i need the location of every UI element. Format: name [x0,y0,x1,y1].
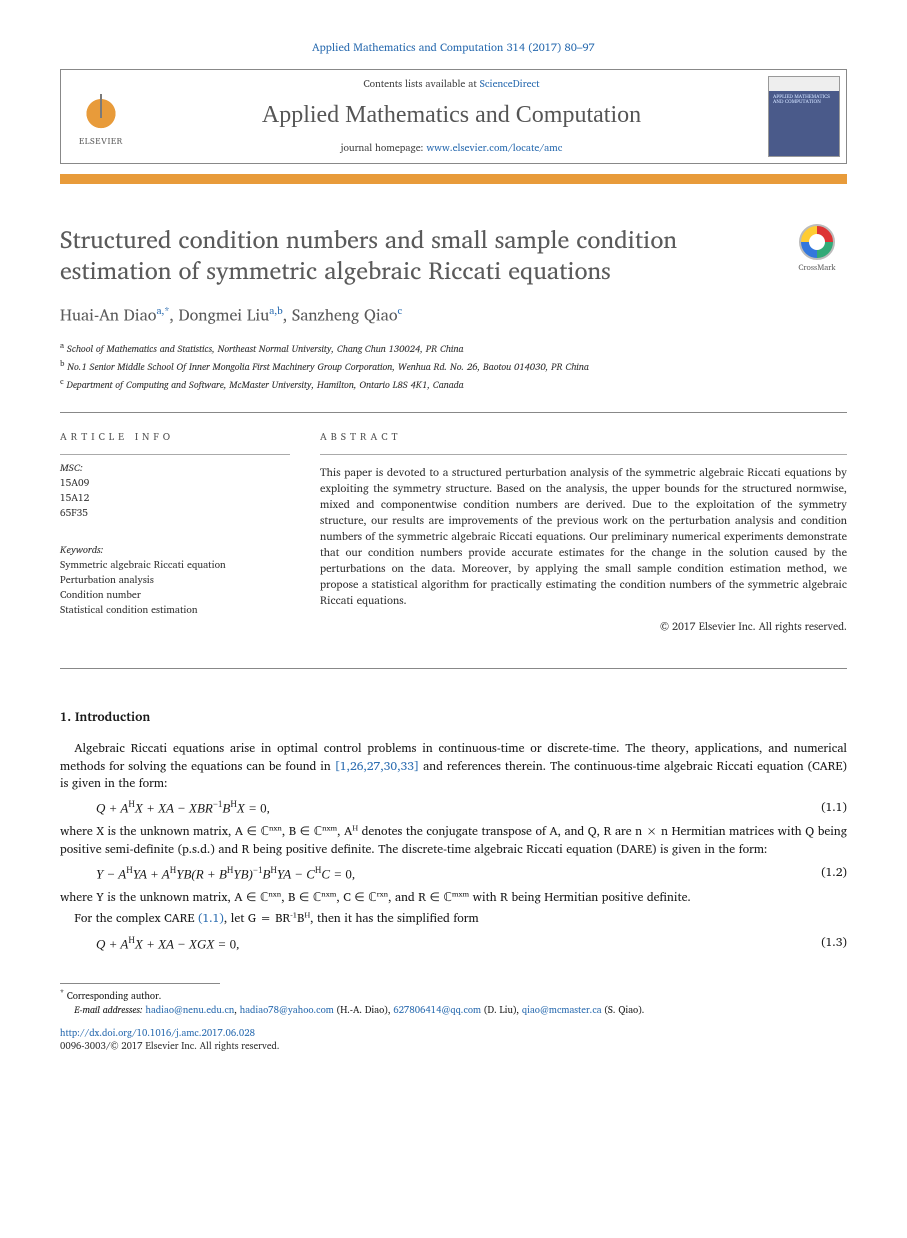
sciencedirect-link[interactable]: ScienceDirect [480,76,540,92]
eq-1-1-num: (1.1) [797,800,847,816]
article-info-col: ARTICLE INFO MSC: 15A09 15A12 65F35 Keyw… [60,431,290,651]
affiliation-a: a School of Mathematics and Statistics, … [60,339,847,357]
homepage-prefix: journal homepage: [341,140,427,156]
issn-line: 0096-3003/© 2017 Elsevier Inc. All right… [60,1041,847,1054]
contents-prefix: Contents lists available at [363,76,479,92]
email-1-who: (H.-A. Diao), [334,1003,393,1018]
abstract-col: ABSTRACT This paper is devoted to a stru… [320,431,847,651]
equation-1-2: Y − AHYA + AHYB(R + BHYB)−1BHYA − CHC = … [96,864,847,883]
email-label: E-mail addresses: [74,1003,142,1018]
crossmark-badge[interactable]: CrossMark [787,224,847,273]
keywords-label: Keywords: [60,543,290,558]
author-1: Huai-An Diao [60,302,156,328]
corr-text: Corresponding author. [67,989,162,1004]
cover-thumb-text: APPLIED MATHEMATICS AND COMPUTATION [773,95,835,106]
corresponding-footnote: * Corresponding author. [60,988,847,1004]
affiliation-b: b No.1 Senior Middle School Of Inner Mon… [60,357,847,375]
msc-0: 15A09 [60,476,290,491]
email-4[interactable]: qiao@mcmaster.ca [522,1003,602,1018]
msc-label: MSC: [60,461,290,476]
affiliation-a-text: School of Mathematics and Statistics, No… [67,342,464,357]
eq-ref-1-1[interactable]: (1.1) [198,909,224,928]
crossmark-label: CrossMark [798,260,835,274]
eq-1-3-num: (1.3) [797,935,847,951]
footnote-rule [60,983,220,984]
contents-line: Contents lists available at ScienceDirec… [363,78,539,92]
crossmark-icon [799,224,835,260]
msc-block: MSC: 15A09 15A12 65F35 [60,454,290,521]
email-3-who: (D. Liu), [481,1003,522,1018]
email-footnote: E-mail addresses: hadiao@nenu.edu.cn, ha… [60,1004,847,1018]
author-3: Sanzheng Qiao [292,302,398,328]
eq-1-3-body: Q + AHX + XA − XGX = 0, [96,934,797,953]
homepage-line: journal homepage: www.elsevier.com/locat… [341,142,563,156]
affiliations: a School of Mathematics and Statistics, … [60,339,847,394]
equation-1-3: Q + AHX + XA − XGX = 0, (1.3) [96,934,847,953]
abstract-head: ABSTRACT [320,431,847,445]
email-2[interactable]: hadiao78@yahoo.com [240,1003,334,1018]
equation-1-1: Q + AHX + XA − XBR−1BHX = 0, (1.1) [96,798,847,817]
journal-header: ELSEVIER Contents lists available at Sci… [60,69,847,164]
kw-1: Perturbation analysis [60,573,290,588]
kw-3: Statistical condition estimation [60,603,290,618]
affiliation-c: c Department of Computing and Software, … [60,375,847,393]
elsevier-label: ELSEVIER [79,135,123,147]
msc-2: 65F35 [60,506,290,521]
accent-bar [60,174,847,184]
journal-name: Applied Mathematics and Computation [262,99,641,131]
info-abstract-row: ARTICLE INFO MSC: 15A09 15A12 65F35 Keyw… [60,431,847,651]
elsevier-tree-icon [78,86,124,132]
article-title: Structured condition numbers and small s… [60,224,767,286]
refs-link-1[interactable]: [1,26,27,30,33] [335,757,419,776]
journal-cover-thumb: APPLIED MATHEMATICS AND COMPUTATION [768,76,840,157]
abstract-text: This paper is devoted to a structured pe… [320,465,847,608]
email-1[interactable]: hadiao@nenu.edu.cn [145,1003,234,1018]
elsevier-logo: ELSEVIER [61,70,141,163]
kw-2: Condition number [60,588,290,603]
header-center: Contents lists available at ScienceDirec… [141,70,762,163]
author-3-aff[interactable]: c [398,303,403,319]
article-info-head: ARTICLE INFO [60,431,290,445]
affiliation-b-text: No.1 Senior Middle School Of Inner Mongo… [67,360,589,375]
msc-1: 15A12 [60,491,290,506]
kw-0: Symmetric algebraic Riccati equation [60,558,290,573]
homepage-link[interactable]: www.elsevier.com/locate/amc [426,140,562,156]
intro-p1: Algebraic Riccati equations arise in opt… [60,740,847,792]
keywords-block: Keywords: Symmetric algebraic Riccati eq… [60,537,290,618]
abstract-copyright: © 2017 Elsevier Inc. All rights reserved… [320,619,847,635]
author-2: Dongmei Liu [179,302,270,328]
author-list: Huai-An Diaoa,*, Dongmei Liua,b, Sanzhen… [60,305,847,327]
eq-1-1-body: Q + AHX + XA − XBR−1BHX = 0, [96,798,797,817]
section-1-title: 1. Introduction [60,709,847,726]
intro-p4b: , let G = BR⁻¹Bᴴ, then it has the simpli… [224,909,479,928]
author-1-corr[interactable]: * [164,303,169,319]
author-2-aff[interactable]: a,b [269,303,282,319]
intro-p3: where Y is the unknown matrix, A ∈ ℂⁿˣⁿ,… [60,889,847,906]
eq-1-2-num: (1.2) [797,865,847,881]
journal-citation: Applied Mathematics and Computation 314 … [60,40,847,55]
eq-1-2-body: Y − AHYA + AHYB(R + BHYB)−1BHYA − CHC = … [96,864,797,883]
email-3[interactable]: 627806414@qq.com [393,1003,481,1018]
email-4-who: (S. Qiao). [602,1003,645,1018]
intro-p4: For the complex CARE (1.1), let G = BR⁻¹… [60,910,847,927]
affiliation-c-text: Department of Computing and Software, Mc… [67,379,464,394]
intro-p2: where X is the unknown matrix, A ∈ ℂⁿˣⁿ,… [60,823,847,858]
intro-p4a: For the complex CARE [74,909,198,928]
divider [60,412,847,413]
divider-2 [60,668,847,669]
